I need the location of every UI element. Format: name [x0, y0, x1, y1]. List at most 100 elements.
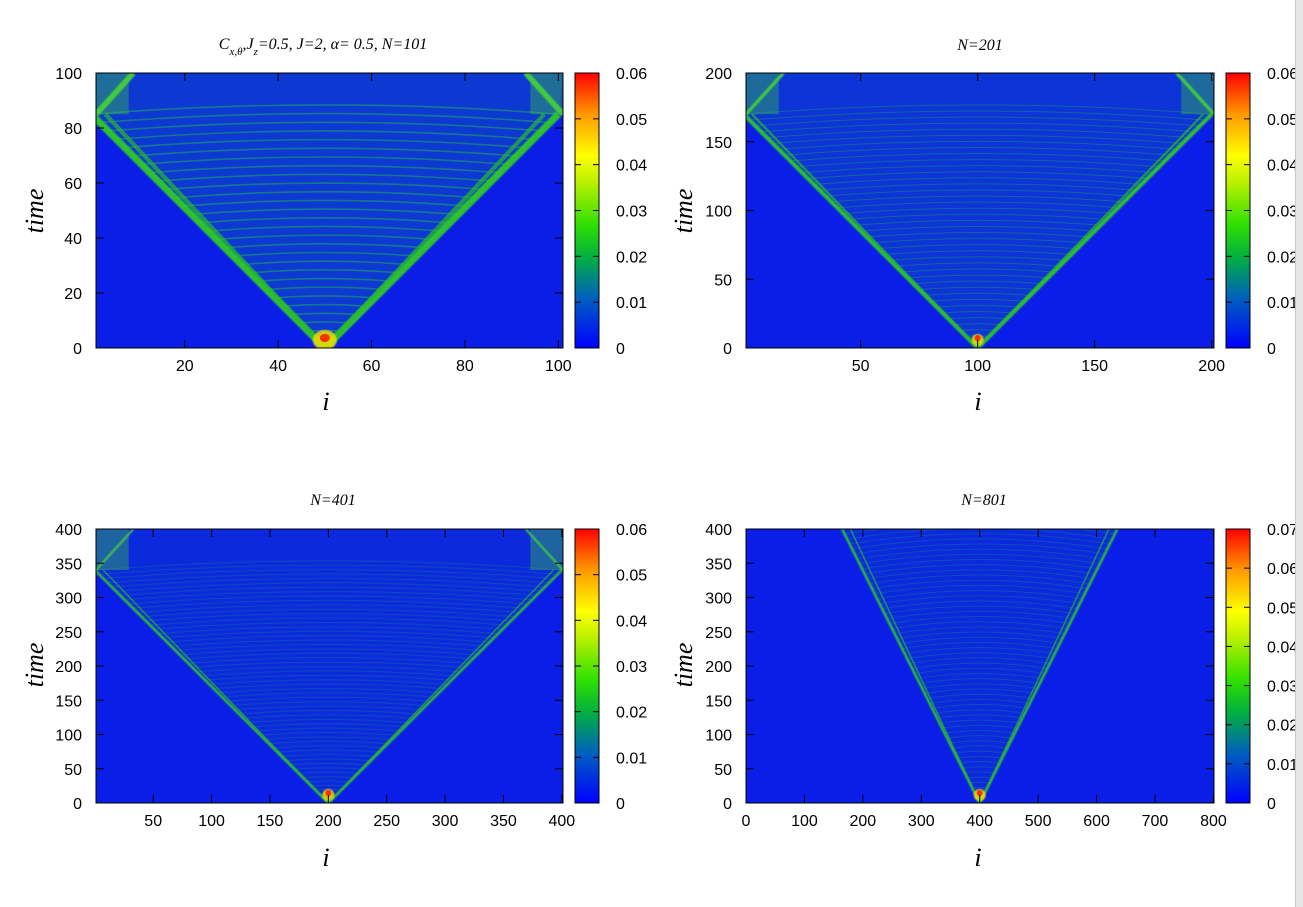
interference-fringe [819, 183, 1136, 191]
interference-fringe [149, 617, 507, 626]
interference-fringe [813, 177, 1142, 185]
x-axis-label: i [974, 387, 981, 416]
interference-fringe [224, 243, 425, 249]
colorbar-tick-label: 0.03 [1267, 204, 1298, 221]
interference-fringe [877, 590, 1083, 600]
light-cone-interior [96, 73, 563, 348]
interference-fringe [859, 553, 1100, 565]
edge-glow-left [746, 73, 779, 115]
interference-fringe [761, 122, 1195, 133]
reflection-left [96, 73, 136, 117]
colorbar-tick-label: 0.01 [1267, 295, 1298, 312]
interference-fringe [755, 116, 1200, 127]
interference-fringe [302, 776, 354, 779]
origin-peak [319, 334, 330, 342]
interference-fringe [930, 298, 1025, 302]
interference-fringe [239, 710, 418, 715]
interference-fringe [133, 599, 524, 609]
interference-fringe [919, 678, 1040, 684]
interference-fringe [116, 582, 541, 592]
y-tick-label: 400 [705, 522, 732, 539]
panel-n201: N=201 50 100 150 200 0 50 100 150 200 0 0.01 0.02 0.… [669, 37, 1298, 416]
y-tick-label: 200 [55, 659, 82, 676]
panel-n801: N=801 0 100 200 300 400 500 600 700 800 0 50 100 150… [669, 492, 1298, 872]
interference-fringe [848, 213, 1107, 220]
interference-fringe [179, 648, 477, 656]
heatmap-background [746, 73, 1214, 348]
interference-fringe [213, 683, 443, 690]
wavefront-right-secondary [976, 113, 1205, 348]
interference-fringe [895, 262, 1060, 267]
interference-fringe [912, 662, 1048, 669]
interference-fringe [879, 595, 1080, 605]
x-tick-label: 60 [363, 358, 381, 375]
interference-fringe [969, 781, 990, 784]
interference-fringe [887, 610, 1073, 620]
interference-fringe [209, 679, 448, 685]
y-axis-label: time [669, 643, 698, 688]
y-tick-label: 300 [55, 591, 82, 608]
x-tick-label: 20 [176, 358, 194, 375]
y-tick-label: 50 [64, 762, 82, 779]
interference-fringe [99, 564, 558, 575]
interference-fringe [831, 195, 1124, 203]
x-tick-label: 400 [966, 813, 993, 830]
interference-fringe [843, 207, 1113, 215]
panel-n401: N=401 50 100 150 200 250 300 350 400 0 50 100 150 20… [20, 492, 647, 872]
interference-fringe [851, 538, 1108, 550]
interference-fringe [902, 641, 1058, 650]
interference-fringe [166, 182, 484, 191]
interference-fringe [234, 705, 422, 711]
interference-fringe [854, 219, 1101, 226]
x-tick-label: 300 [432, 813, 459, 830]
y-tick-label: 250 [55, 625, 82, 642]
colorbar-tick-label: 0.02 [1267, 718, 1298, 735]
panel-n101: Cx,θ,Jz=0.5, J=2, α= 0.5, N=101 20 40 60 80… [20, 36, 647, 416]
interference-fringe [205, 674, 452, 681]
interference-fringe [860, 225, 1095, 232]
x-tick-label: 200 [850, 813, 877, 830]
heatmap-background [746, 529, 1214, 803]
y-tick-label: 150 [705, 693, 732, 710]
interference-fringe [929, 698, 1030, 704]
wavefront-left-secondary [103, 112, 327, 348]
wavefront-left-secondary [849, 529, 981, 803]
colorbar-tick-label: 0.03 [1267, 679, 1298, 696]
x-tick-label: 50 [852, 358, 870, 375]
interference-fringe [954, 323, 1002, 326]
interference-fringe [268, 740, 388, 745]
colorbar-tick-label: 0.01 [616, 750, 647, 767]
interference-fringe [924, 688, 1035, 694]
y-tick-label: 20 [64, 286, 82, 303]
interference-fringe [120, 586, 537, 597]
origin-peak [976, 790, 983, 796]
interference-fringe [124, 138, 526, 149]
edge-glow-right [530, 73, 563, 115]
interference-fringe [307, 780, 350, 783]
interference-fringe [862, 558, 1098, 570]
interference-fringe [927, 693, 1033, 699]
interference-fringe [949, 740, 1010, 744]
interference-fringe [749, 110, 1206, 121]
interference-fringe [882, 600, 1078, 610]
x-tick-label: 350 [490, 813, 517, 830]
interference-fringe [854, 543, 1105, 555]
y-tick-label: 200 [705, 66, 732, 83]
x-tick-label: 300 [908, 813, 935, 830]
heatmap-plot-n801: 0 100 200 300 400 500 600 700 800 0 50 100 150 200 250… [705, 522, 1298, 830]
panel-title-n201: N=201 [956, 37, 1002, 54]
interference-fringe [884, 605, 1075, 615]
wavefront-right-secondary [979, 529, 1110, 803]
x-axis-label: i [322, 387, 329, 416]
interference-fringe [281, 754, 376, 757]
interference-fringe [919, 286, 1037, 291]
interference-fringe [790, 153, 1165, 162]
x-tick-label: 100 [791, 813, 818, 830]
interference-fringe [243, 714, 414, 719]
colorbar-tick-label: 0.02 [616, 249, 647, 266]
x-tick-label: 400 [548, 813, 575, 830]
interference-fringe [784, 146, 1171, 156]
interference-fringe [216, 234, 434, 241]
wavefront-right [327, 569, 563, 803]
